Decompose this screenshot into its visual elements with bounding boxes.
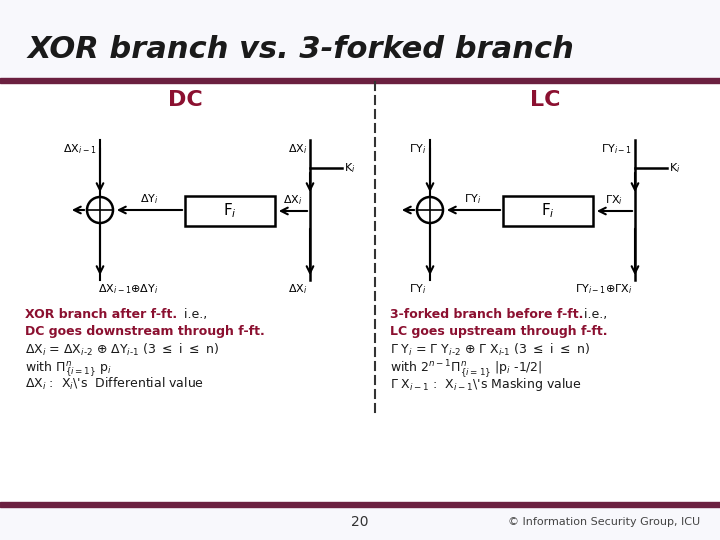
Text: 3-forked branch before f-ft.: 3-forked branch before f-ft.	[390, 308, 583, 321]
Text: $\Gamma$X$_i$: $\Gamma$X$_i$	[605, 193, 623, 207]
Text: DC: DC	[168, 90, 202, 110]
Text: $\Gamma$ X$_{i-1}$ :  X$_{i-1}$\'s Masking value: $\Gamma$ X$_{i-1}$ : X$_{i-1}$\'s Maskin…	[390, 376, 582, 393]
Text: LC: LC	[530, 90, 560, 110]
Text: with 2$^{n-1}$$\Pi_{\{i=1\}}^{n}$ |p$_i$ -1/2|: with 2$^{n-1}$$\Pi_{\{i=1\}}^{n}$ |p$_i$…	[390, 359, 542, 381]
Text: $\Gamma$Y$_{i-1}$: $\Gamma$Y$_{i-1}$	[601, 142, 632, 156]
Bar	[0, 502, 720, 507]
Text: $\Delta$X$_i$ = $\Delta$X$_{i\text{-}2}$ $\oplus$ $\Delta$Y$_{i\text{-}1}$ (3 $\: $\Delta$X$_i$ = $\Delta$X$_{i\text{-}2}$…	[25, 342, 219, 358]
Bar	[185, 196, 275, 226]
Bar	[503, 196, 593, 226]
Text: $\Delta$X$_i$: $\Delta$X$_i$	[287, 142, 307, 156]
Text: LC goes upstream through f-ft.: LC goes upstream through f-ft.	[390, 325, 608, 338]
Text: $\Gamma$ Y$_i$ = $\Gamma$ Y$_{i\text{-}2}$ $\oplus$ $\Gamma$ X$_{i\text{-}1}$ (3: $\Gamma$ Y$_i$ = $\Gamma$ Y$_{i\text{-}2…	[390, 342, 590, 358]
Text: K$_i$: K$_i$	[344, 161, 356, 175]
Text: XOR branch after f-ft.: XOR branch after f-ft.	[25, 308, 177, 321]
Circle shape	[417, 197, 443, 223]
Text: $\Gamma$Y$_i$: $\Gamma$Y$_i$	[409, 282, 426, 296]
Circle shape	[87, 197, 113, 223]
Text: $\Delta$X$_{i-1}$: $\Delta$X$_{i-1}$	[63, 142, 96, 156]
Text: $\Gamma$Y$_i$: $\Gamma$Y$_i$	[464, 192, 482, 206]
Text: $\Delta$X$_i$ :  X$_i$\'s  Differential value: $\Delta$X$_i$ : X$_i$\'s Differential va…	[25, 376, 204, 392]
Text: F$_i$: F$_i$	[223, 201, 237, 220]
Text: i.e.,: i.e.,	[180, 308, 207, 321]
Text: XOR branch vs. 3-forked branch: XOR branch vs. 3-forked branch	[28, 36, 575, 64]
Text: $\Delta$Y$_i$: $\Delta$Y$_i$	[140, 192, 158, 206]
Bar	[0, 78, 720, 83]
Text: © Information Security Group, ICU: © Information Security Group, ICU	[508, 517, 700, 527]
Text: i.e.,: i.e.,	[580, 308, 607, 321]
Text: $\Delta$X$_i$: $\Delta$X$_i$	[283, 193, 302, 207]
Text: with $\Pi_{\{i=1\}}^{n}$ p$_i$: with $\Pi_{\{i=1\}}^{n}$ p$_i$	[25, 359, 112, 379]
Text: $\Delta$X$_{i-1}$$\oplus$$\Delta$Y$_{i}$: $\Delta$X$_{i-1}$$\oplus$$\Delta$Y$_{i}$	[98, 282, 158, 296]
Text: $\Gamma$Y$_i$: $\Gamma$Y$_i$	[409, 142, 426, 156]
Text: 20: 20	[351, 515, 369, 529]
Text: $\Gamma$Y$_{i-1}$$\oplus$$\Gamma$X$_i$: $\Gamma$Y$_{i-1}$$\oplus$$\Gamma$X$_i$	[575, 282, 632, 296]
Text: DC goes downstream through f-ft.: DC goes downstream through f-ft.	[25, 325, 265, 338]
Text: $\Delta$X$_i$: $\Delta$X$_i$	[287, 282, 307, 296]
Text: F$_i$: F$_i$	[541, 201, 555, 220]
Bar	[0, 82, 720, 502]
Text: K$_i$: K$_i$	[669, 161, 680, 175]
